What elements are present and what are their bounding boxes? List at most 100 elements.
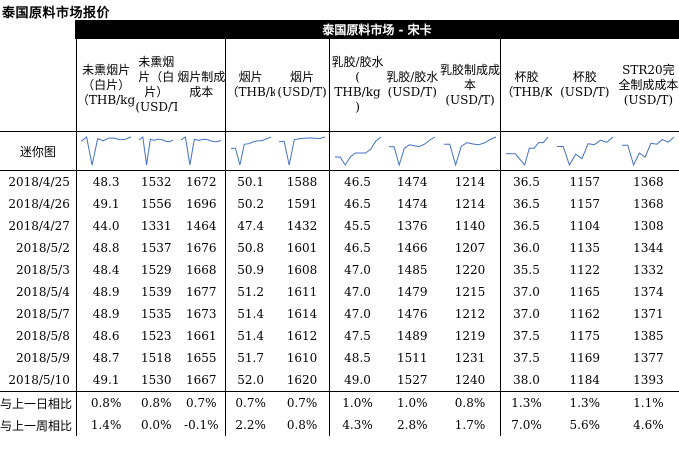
sparkline-cell xyxy=(225,131,275,171)
row-date: 2018/5/4 xyxy=(15,285,70,299)
column-header: 烟片制成成本 xyxy=(177,39,226,132)
sparkline xyxy=(389,136,436,167)
table-cell: 1677 xyxy=(186,285,217,299)
table-cell: 1157 xyxy=(569,197,601,211)
table-cell: 36.5 xyxy=(500,215,552,237)
table-cell: 51.7 xyxy=(225,347,275,369)
column-header: 杯胶(USD/T) xyxy=(551,39,618,132)
column-header: 烟片(USD/T) xyxy=(274,39,330,132)
table-cell: 48.9 xyxy=(75,281,136,303)
table-cell: 1610 xyxy=(286,351,318,365)
table-cell: 46.5 xyxy=(329,170,385,193)
price-table: 未熏烟片（白片）（THB/kg） 未熏烟片（白片）(USD/T) 烟片制成成本 … xyxy=(0,39,679,436)
table-cell: 1377 xyxy=(633,351,664,365)
table-cell: 1.7% xyxy=(454,418,486,432)
table-cell: 1667 xyxy=(186,373,217,387)
table-cell: 1.1% xyxy=(617,391,679,414)
table-cell: 1.3% xyxy=(500,391,552,414)
table-cell: 0.7% xyxy=(274,391,330,414)
table-cell: 36.0 xyxy=(500,237,552,259)
table-cell: 1696 xyxy=(186,197,217,211)
table-cell: 1511 xyxy=(396,351,428,365)
table-cell: 1673 xyxy=(186,307,217,321)
table-cell: -0.1% xyxy=(184,418,219,432)
sparkline xyxy=(505,136,548,167)
table-cell: 47.5 xyxy=(329,325,385,347)
table-row: 2018/4/26 49.1 1556 1696 50.2 1591 46.5 1474 121… xyxy=(0,193,679,215)
table-cell: 1523 xyxy=(140,329,172,343)
table-cell: 1393 xyxy=(633,373,664,387)
table-cell: 46.5 xyxy=(329,237,385,259)
table-cell: 1432 xyxy=(286,219,318,233)
row-date: 2018/4/25 xyxy=(8,175,70,189)
table-cell: 1135 xyxy=(569,241,601,255)
sparkline-cell xyxy=(135,131,178,171)
table-cell: 1485 xyxy=(396,263,428,277)
sparkline-cell xyxy=(551,131,618,171)
table-cell: 50.2 xyxy=(225,193,275,215)
sparkline-cell xyxy=(500,131,552,171)
table-cell: 1601 xyxy=(286,241,318,255)
table-cell: 46.5 xyxy=(329,193,385,215)
table-cell: 47.0 xyxy=(329,281,385,303)
sparkline xyxy=(138,136,174,166)
table-cell: 45.5 xyxy=(329,215,385,237)
table-cell: 1.0% xyxy=(329,391,385,414)
table-cell: 1308 xyxy=(633,219,664,233)
sparkline-cell xyxy=(329,131,385,171)
sparkline-cell xyxy=(177,131,226,171)
table-cell: 1612 xyxy=(286,329,318,343)
table-cell: 1331 xyxy=(140,219,172,233)
column-header: STR20完全制成成本(USD/T) xyxy=(617,39,679,132)
table-cell: 1661 xyxy=(186,329,217,343)
table-cell: 1231 xyxy=(454,351,486,365)
column-header: 乳胶制成成本(USD/T) xyxy=(439,39,501,132)
table-cell: 52.0 xyxy=(225,369,275,392)
market-header: 泰国原料市场 - 宋卡 xyxy=(75,20,679,39)
table-row: 2018/5/4 48.9 1539 1677 51.2 1611 47.0 1479 1215… xyxy=(0,281,679,303)
table-cell: 50.9 xyxy=(225,259,275,281)
table-cell: 1608 xyxy=(286,263,318,277)
column-header: 未熏烟片（白片）（THB/kg） xyxy=(75,39,136,132)
table-cell: 1530 xyxy=(140,373,172,387)
table-cell: 48.7 xyxy=(75,347,136,369)
row-label: 与上一日相比 xyxy=(0,391,77,414)
summary-row: 与上一周相比 1.4% 0.0% -0.1% 2.2% 0.8% 4.3% 2.8% 1.7% 7… xyxy=(0,414,679,436)
sparkline xyxy=(230,136,271,166)
table-cell: 1215 xyxy=(454,285,486,299)
row-date: 2018/5/2 xyxy=(15,241,70,255)
table-cell: 48.3 xyxy=(75,170,136,193)
table-cell: 1162 xyxy=(569,307,601,321)
table-cell: 1.4% xyxy=(75,414,136,436)
sparkline xyxy=(556,136,614,167)
sparkline-cell xyxy=(439,131,501,171)
table-cell: 1.0% xyxy=(384,391,440,414)
table-cell: 1529 xyxy=(140,263,172,277)
table-cell: 37.5 xyxy=(500,325,552,347)
row-date: 2018/4/26 xyxy=(8,197,70,211)
table-cell: 47.0 xyxy=(329,303,385,325)
table-cell: 4.3% xyxy=(329,414,385,436)
table-cell: 1466 xyxy=(396,241,428,255)
table-cell: 1611 xyxy=(286,285,318,299)
table-cell: 1588 xyxy=(286,175,318,189)
table-cell: 1489 xyxy=(396,329,428,343)
table-cell: 1371 xyxy=(633,307,664,321)
table-cell: 48.9 xyxy=(75,303,136,325)
table-row: 2018/5/8 48.6 1523 1661 51.4 1612 47.5 1489 1219… xyxy=(0,325,679,347)
table-cell: 1668 xyxy=(186,263,217,277)
table-cell: 1207 xyxy=(454,241,486,255)
sparkline xyxy=(622,136,675,167)
sparkline-row: 迷你图 xyxy=(0,131,679,171)
table-cell: 36.5 xyxy=(500,170,552,193)
table-cell: 1184 xyxy=(569,373,601,387)
table-cell: 2.8% xyxy=(397,418,428,432)
sparkline-cell xyxy=(617,131,679,171)
table-cell: 1157 xyxy=(569,175,601,189)
table-cell: 1212 xyxy=(454,307,486,321)
table-cell: 0.7% xyxy=(225,391,275,414)
table-cell: 0.7% xyxy=(177,391,226,414)
table-cell: 37.5 xyxy=(500,347,552,369)
table-cell: 1169 xyxy=(569,351,601,365)
table-cell: 1376 xyxy=(396,219,428,233)
